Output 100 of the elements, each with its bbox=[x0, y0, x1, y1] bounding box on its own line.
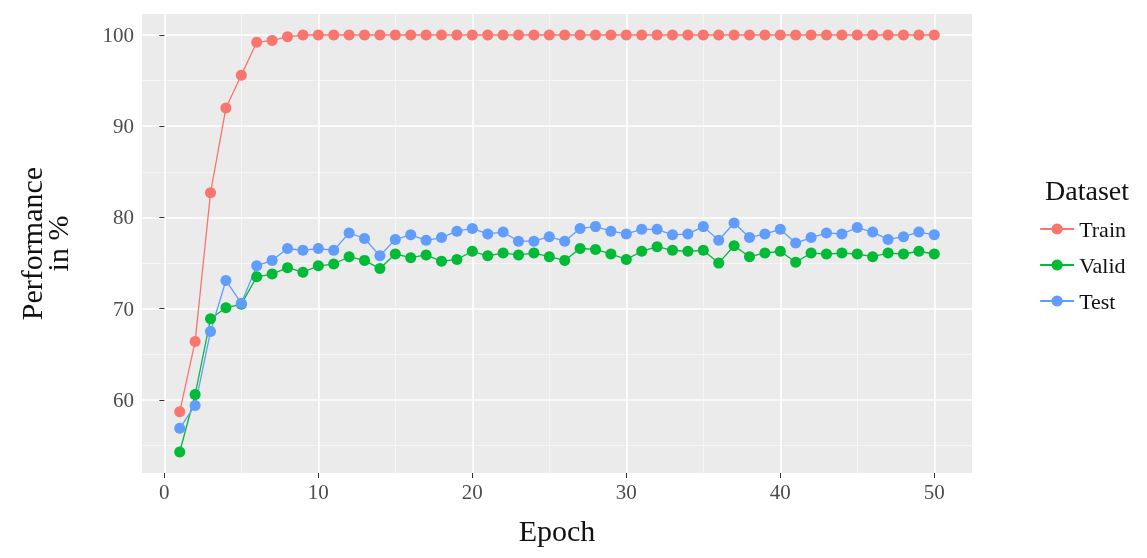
y-tick-label: 70 bbox=[113, 296, 134, 321]
point bbox=[328, 29, 340, 41]
point bbox=[420, 234, 432, 246]
point bbox=[282, 262, 294, 274]
point bbox=[466, 245, 478, 257]
point bbox=[697, 244, 709, 256]
point bbox=[790, 237, 802, 249]
x-axis-title: Epoch bbox=[518, 513, 596, 547]
point bbox=[405, 29, 417, 41]
point bbox=[559, 29, 571, 41]
point bbox=[174, 446, 186, 458]
point bbox=[913, 29, 925, 41]
point bbox=[636, 245, 648, 257]
point bbox=[636, 223, 648, 235]
legend-label: Train bbox=[1079, 216, 1127, 242]
point bbox=[297, 266, 309, 278]
point bbox=[420, 249, 432, 261]
point bbox=[744, 251, 755, 263]
point bbox=[359, 232, 371, 244]
point bbox=[466, 222, 478, 234]
point bbox=[497, 247, 509, 259]
point bbox=[805, 232, 817, 244]
point bbox=[389, 248, 401, 260]
point bbox=[205, 313, 217, 325]
point bbox=[590, 243, 601, 255]
point bbox=[328, 258, 340, 270]
x-tick-label: 20 bbox=[461, 479, 483, 504]
point bbox=[820, 29, 832, 41]
point bbox=[528, 235, 540, 247]
point bbox=[759, 228, 771, 240]
x-tick-label: 0 bbox=[159, 479, 170, 504]
point bbox=[867, 29, 879, 41]
point bbox=[913, 245, 925, 257]
point bbox=[251, 271, 263, 283]
point bbox=[312, 243, 324, 255]
point bbox=[774, 29, 786, 41]
point bbox=[851, 248, 863, 260]
point bbox=[851, 222, 863, 234]
point bbox=[251, 36, 263, 48]
point bbox=[774, 223, 786, 235]
point bbox=[205, 187, 217, 199]
point bbox=[913, 226, 925, 238]
point bbox=[605, 29, 617, 41]
point bbox=[513, 29, 524, 41]
point bbox=[436, 255, 448, 267]
point bbox=[482, 250, 494, 262]
point bbox=[359, 254, 371, 266]
point bbox=[266, 34, 278, 46]
point bbox=[189, 399, 201, 411]
point bbox=[389, 29, 401, 41]
point bbox=[605, 248, 617, 260]
point bbox=[897, 29, 909, 41]
point bbox=[251, 260, 263, 272]
point bbox=[297, 29, 309, 41]
point bbox=[374, 29, 386, 41]
point bbox=[559, 254, 571, 266]
point bbox=[882, 29, 894, 41]
y-tick-label: 80 bbox=[113, 205, 134, 230]
point bbox=[405, 252, 417, 264]
point bbox=[636, 29, 648, 41]
point bbox=[420, 29, 432, 41]
point bbox=[882, 247, 894, 259]
point bbox=[359, 29, 371, 41]
point bbox=[590, 221, 601, 233]
point bbox=[220, 102, 232, 114]
point bbox=[451, 29, 463, 41]
point bbox=[759, 29, 771, 41]
point bbox=[851, 29, 863, 41]
point bbox=[790, 256, 802, 268]
x-tick-label: 30 bbox=[615, 479, 637, 504]
point bbox=[266, 254, 278, 266]
point bbox=[651, 29, 663, 41]
point bbox=[574, 243, 586, 255]
point bbox=[713, 29, 725, 41]
point bbox=[713, 257, 725, 269]
legend-label: Test bbox=[1079, 288, 1116, 314]
point bbox=[374, 250, 386, 262]
point bbox=[759, 247, 771, 259]
point bbox=[528, 247, 540, 259]
point bbox=[466, 29, 478, 41]
point bbox=[574, 29, 586, 41]
point bbox=[928, 248, 940, 260]
point bbox=[574, 222, 586, 234]
point bbox=[513, 235, 524, 247]
point bbox=[297, 244, 309, 256]
point bbox=[836, 228, 848, 240]
point bbox=[790, 29, 802, 41]
point bbox=[590, 29, 601, 41]
point bbox=[805, 29, 817, 41]
point bbox=[343, 227, 355, 239]
point bbox=[312, 260, 324, 272]
legend-label: Valid bbox=[1079, 252, 1126, 278]
point bbox=[744, 29, 755, 41]
point bbox=[189, 336, 201, 348]
point bbox=[528, 29, 540, 41]
point bbox=[820, 248, 832, 260]
point bbox=[189, 389, 201, 401]
point bbox=[559, 235, 571, 247]
point bbox=[282, 31, 294, 43]
point bbox=[436, 232, 448, 244]
